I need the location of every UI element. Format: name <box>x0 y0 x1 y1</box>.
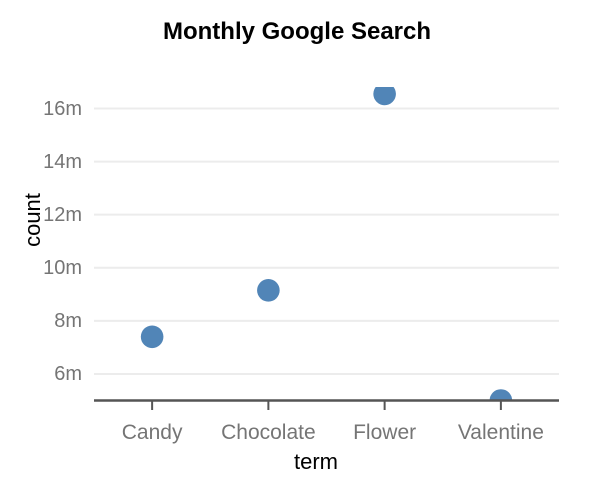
point-flower <box>373 87 396 106</box>
x-tick-label-valentine: Valentine <box>457 421 544 444</box>
chart-title: Monthly Google Search <box>162 18 432 45</box>
y-tick-label-8m: 8m <box>54 309 82 332</box>
x-axis-title: term <box>294 449 338 474</box>
point-candy <box>140 325 164 349</box>
x-tick-label-chocolate: Chocolate <box>221 421 316 444</box>
y-tick-label-10m: 10m <box>43 256 82 279</box>
y-tick-label-16m: 16m <box>43 97 82 120</box>
point-chocolate <box>257 279 280 302</box>
data-points <box>140 87 513 401</box>
x-tick-label-candy: Candy <box>121 421 183 444</box>
x-tick-label-flower: Flower <box>353 421 417 444</box>
y-tick-label-12m: 12m <box>43 203 82 226</box>
y-tick-label-6m: 6m <box>54 362 82 385</box>
y-axis-title: count <box>20 193 45 247</box>
point-valentine <box>489 389 513 401</box>
y-tick-label-14m: 14m <box>43 150 82 173</box>
